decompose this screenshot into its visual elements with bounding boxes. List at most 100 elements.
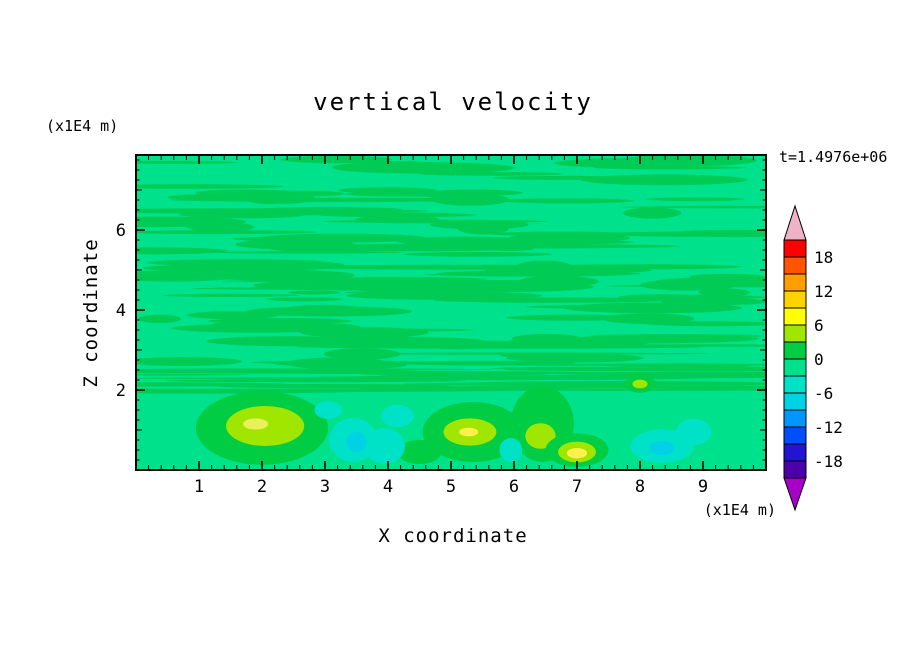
x-tick-label: 6 bbox=[509, 477, 519, 497]
x-tick-label: 9 bbox=[698, 477, 708, 497]
contour-streak bbox=[278, 243, 681, 249]
shear-band-filament bbox=[137, 382, 293, 387]
contour-feature bbox=[364, 428, 406, 464]
y-tick-labels: 2 4 6 bbox=[116, 221, 126, 401]
colorbar-segment bbox=[783, 358, 807, 377]
contour-streak bbox=[137, 314, 182, 324]
colorbar-segment bbox=[783, 341, 807, 360]
shear-band-filament bbox=[137, 369, 418, 374]
colorbar-segment bbox=[783, 239, 807, 258]
contour-feature bbox=[632, 379, 648, 389]
x-tick-label: 1 bbox=[194, 477, 204, 497]
contour-streak bbox=[600, 231, 765, 237]
colorbar-segment bbox=[783, 324, 807, 343]
contour-streak bbox=[332, 162, 516, 174]
contour-streak bbox=[457, 223, 509, 235]
colorbar-segment bbox=[783, 290, 807, 309]
contour-streak bbox=[137, 184, 284, 189]
contour-feature bbox=[499, 438, 523, 462]
contour-streak bbox=[492, 175, 640, 180]
contour-streak bbox=[335, 352, 709, 355]
contour-streak bbox=[207, 317, 353, 325]
y-axis-label: Z coordinate bbox=[80, 238, 102, 387]
y-tick-label: 2 bbox=[116, 381, 126, 401]
axis-ticks bbox=[136, 155, 766, 470]
x-tick-label: 8 bbox=[635, 477, 645, 497]
contour-streak bbox=[288, 290, 341, 295]
shear-band-filament bbox=[137, 373, 251, 376]
contour-streak bbox=[450, 363, 765, 366]
colorbar-segment bbox=[783, 273, 807, 292]
shear-band-filament bbox=[165, 379, 467, 383]
contour-streak bbox=[321, 219, 549, 224]
contour-streak bbox=[540, 371, 765, 375]
x-tick-label: 5 bbox=[446, 477, 456, 497]
contour-streak bbox=[580, 174, 748, 186]
y-tick-label: 4 bbox=[116, 301, 126, 321]
contour-streak bbox=[617, 156, 757, 167]
contour-streak bbox=[137, 160, 239, 164]
colorbar-tick-label: -6 bbox=[814, 384, 833, 403]
contour-streak bbox=[607, 303, 702, 308]
contour-streak bbox=[200, 269, 355, 281]
x-axis-unit-label: (x1E4 m) bbox=[704, 501, 776, 519]
contour-streak bbox=[295, 328, 474, 332]
contour-streak bbox=[403, 251, 552, 257]
chart-title: vertical velocity bbox=[313, 88, 593, 116]
contour-streak bbox=[645, 321, 765, 327]
x-tick-label: 2 bbox=[257, 477, 267, 497]
shear-band-filament bbox=[356, 371, 554, 376]
contour-feature bbox=[649, 440, 675, 456]
colorbar-under-arrow bbox=[783, 477, 807, 512]
contour-feature bbox=[381, 404, 414, 428]
contour-streak bbox=[501, 198, 634, 204]
contour-streak bbox=[317, 212, 477, 218]
colorbar-segment bbox=[783, 426, 807, 445]
colorbar-tick-label: 18 bbox=[814, 248, 833, 267]
contour-streak bbox=[505, 314, 642, 321]
contour-streak bbox=[255, 206, 403, 213]
contour-feature bbox=[397, 440, 442, 464]
colorbar-segment bbox=[783, 307, 807, 326]
contour-streak bbox=[267, 264, 668, 270]
contour-streak bbox=[266, 297, 342, 302]
colorbar-segment bbox=[783, 443, 807, 462]
contour-streak bbox=[698, 288, 750, 297]
contour-streak bbox=[162, 293, 300, 297]
contour-streak bbox=[137, 357, 242, 366]
x-tick-labels: 1 2 3 4 5 6 7 8 9 bbox=[194, 477, 708, 497]
y-tick-label: 6 bbox=[116, 221, 126, 241]
contour-streak bbox=[259, 233, 427, 243]
contour-streak bbox=[280, 156, 393, 164]
colorbar-segment bbox=[783, 409, 807, 428]
contour-streak bbox=[511, 333, 583, 344]
contour-feature bbox=[525, 423, 556, 449]
shear-band-filament bbox=[504, 368, 765, 372]
contour-streak bbox=[203, 251, 403, 254]
contour-streak bbox=[169, 197, 518, 202]
contour-feature bbox=[566, 448, 588, 459]
contour-streak bbox=[606, 284, 765, 288]
contour-streak bbox=[657, 276, 765, 286]
contour-streak bbox=[289, 340, 688, 344]
colorbar-tick-label: -18 bbox=[814, 452, 843, 471]
time-annotation: t=1.4976e+06 bbox=[779, 148, 887, 166]
contour-feature bbox=[675, 418, 712, 446]
contour-streak bbox=[589, 334, 764, 338]
contour-streak bbox=[137, 247, 228, 255]
y-axis-unit-label: (x1E4 m) bbox=[46, 117, 118, 135]
contour-streak bbox=[191, 286, 524, 290]
colorbar-over-arrow bbox=[783, 204, 807, 241]
contour-streak bbox=[137, 272, 234, 279]
contour-streak bbox=[504, 297, 636, 300]
contour-feature bbox=[243, 418, 269, 430]
colorbar-tick-label: -12 bbox=[814, 418, 843, 437]
contour-streak bbox=[645, 197, 745, 202]
contour-streak bbox=[499, 353, 567, 358]
contour-streak bbox=[220, 279, 599, 283]
colorbar-tick-label: 6 bbox=[814, 316, 824, 335]
colorbar-tick-label: 0 bbox=[814, 350, 824, 369]
x-tick-label: 3 bbox=[320, 477, 330, 497]
